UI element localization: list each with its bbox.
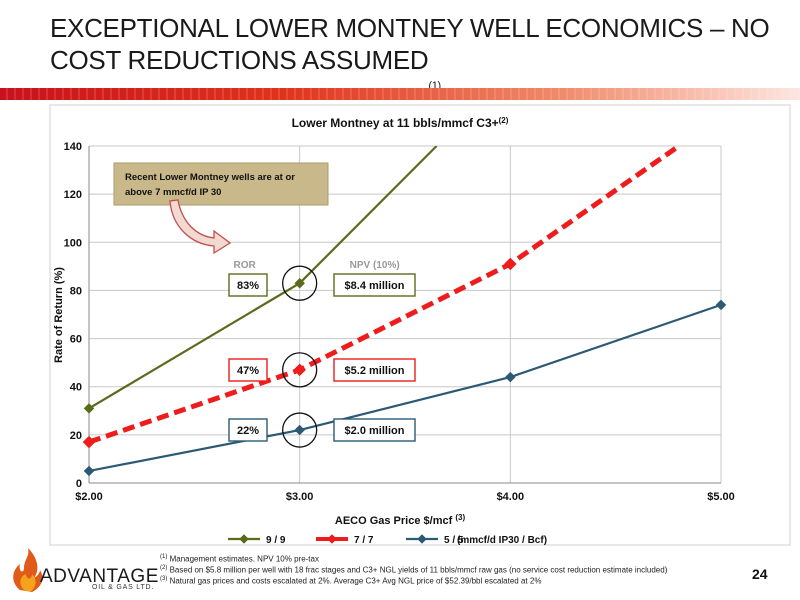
callout-text-line-2: above 7 mmcf/d IP 30: [125, 187, 221, 198]
callout-arrow-icon: [169, 199, 232, 255]
y-tick-label: 80: [70, 285, 82, 297]
x-axis-label: AECO Gas Price $/mcf (3): [335, 513, 466, 527]
x-tick-label: $4.00: [497, 491, 525, 503]
footnote-1: (1) Management estimates. NPV 10% pre-ta…: [160, 552, 760, 565]
y-tick-label: 20: [70, 430, 82, 442]
series-3-marker: [504, 371, 516, 383]
y-tick-label: 120: [64, 189, 82, 201]
x-tick-label: $3.00: [286, 491, 314, 503]
legend-label-2: 7 / 7: [354, 535, 374, 546]
npv-value: $8.4 million: [345, 280, 405, 292]
footnote-1-mark: (1): [160, 554, 168, 560]
logo-subtitle: OIL & GAS LTD.: [92, 584, 155, 591]
y-tick-label: 0: [76, 478, 82, 490]
callout-box: [113, 162, 329, 206]
page-title-text: EXCEPTIONAL LOWER MONTNEY WELL ECONOMICS…: [50, 13, 770, 75]
npv-header: NPV (10%): [350, 260, 400, 271]
highlight-circle: [282, 412, 318, 448]
legend-marker-1: [239, 534, 249, 544]
highlight-circle: [282, 352, 318, 388]
ror-box: [228, 273, 268, 297]
ror-box: [228, 418, 268, 442]
footnote-2-text: Based on $5.8 million per well with 18 f…: [169, 565, 668, 575]
y-tick-label: 140: [64, 141, 82, 153]
series-1-marker: [294, 277, 306, 289]
series-2-marker: [82, 435, 96, 449]
x-tick-label: $2.00: [75, 491, 103, 503]
series-3-marker: [294, 424, 306, 436]
series-line-2: [89, 146, 681, 445]
ror-header: ROR: [234, 260, 257, 271]
chart-title: Lower Montney at 11 bbls/mmcf C3+(2): [292, 116, 509, 130]
series-3-marker: [715, 299, 727, 311]
ror-value: 22%: [237, 425, 259, 437]
series-2-marker: [293, 363, 307, 377]
y-axis-label: Rate of Return (%): [53, 267, 65, 363]
npv-value: $2.0 million: [345, 425, 405, 437]
logo-wordmark: ADVANTAGE: [40, 566, 159, 587]
npv-box: [333, 418, 416, 442]
y-tick-label: 100: [64, 237, 82, 249]
header-band: [0, 88, 800, 100]
footnote-3: (3) Natural gas prices and costs escalat…: [160, 574, 760, 587]
footnote-1-text: Management estimates. NPV 10% pre-tax: [169, 554, 319, 564]
ror-value: 47%: [237, 365, 259, 377]
series-line-3: [89, 303, 721, 473]
series-3-marker: [83, 465, 95, 477]
npv-box: [333, 358, 416, 382]
ror-box: [228, 358, 268, 382]
y-tick-label: 40: [70, 382, 82, 394]
x-tick-label: $5.00: [707, 491, 735, 503]
legend-marker-2: [327, 534, 337, 544]
npv-box: [333, 273, 416, 297]
ror-value: 83%: [237, 280, 259, 292]
rate-of-return-chart: Lower Montney at 11 bbls/mmcf C3+(2) 0 20 4…: [49, 104, 791, 546]
page-title: EXCEPTIONAL LOWER MONTNEY WELL ECONOMICS…: [50, 12, 790, 92]
npv-value: $5.2 million: [345, 365, 405, 377]
highlight-circle: [282, 265, 318, 301]
callout-text-line-1: Recent Lower Montney wells are at or: [125, 172, 295, 183]
legend-marker-3: [417, 534, 427, 544]
footnote-3-text: Natural gas prices and costs escalated a…: [169, 576, 542, 586]
footnote-3-mark: (3): [160, 576, 168, 582]
legend-suffix: (mmcf/d IP30 / Bcf): [457, 535, 547, 546]
legend-label-3: 5 / 5: [444, 535, 464, 546]
advantage-logo-flame-icon: [13, 548, 43, 592]
footnote-2: (2) Based on $5.8 million per well with …: [160, 563, 760, 576]
page-number: 24: [752, 566, 768, 582]
y-tick-label: 60: [70, 334, 82, 346]
series-2-marker: [503, 257, 517, 271]
series-1-marker: [83, 403, 95, 414]
chart-frame: [49, 104, 791, 546]
legend-label-1: 9 / 9: [266, 535, 286, 546]
footnote-2-mark: (2): [160, 565, 168, 571]
